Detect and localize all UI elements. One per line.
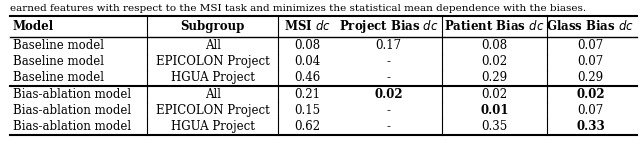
Text: -: -: [387, 120, 391, 133]
Text: 0.46: 0.46: [294, 71, 321, 84]
Text: Subgroup: Subgroup: [180, 20, 245, 33]
Text: 0.21: 0.21: [294, 88, 320, 101]
Text: 0.07: 0.07: [577, 39, 604, 52]
Text: Glass Bias $\it{dc}$: Glass Bias $\it{dc}$: [547, 19, 634, 33]
Text: 0.35: 0.35: [481, 120, 508, 133]
Text: Bias-ablation model: Bias-ablation model: [13, 104, 131, 117]
Text: Baseline model: Baseline model: [13, 55, 104, 68]
Text: 0.02: 0.02: [481, 88, 508, 101]
Text: 0.01: 0.01: [480, 104, 509, 117]
Text: EPICOLON Project: EPICOLON Project: [156, 104, 269, 117]
Text: 0.02: 0.02: [481, 55, 508, 68]
Text: 0.04: 0.04: [294, 55, 321, 68]
Text: 0.08: 0.08: [294, 39, 320, 52]
Text: Model: Model: [13, 20, 54, 33]
Text: Bias-ablation model: Bias-ablation model: [13, 88, 131, 101]
Text: All: All: [205, 88, 221, 101]
Text: 0.62: 0.62: [294, 120, 320, 133]
Text: -: -: [387, 104, 391, 117]
Text: MSI $\it{dc}$: MSI $\it{dc}$: [284, 19, 331, 33]
Text: HGUA Project: HGUA Project: [171, 120, 255, 133]
Text: -: -: [387, 71, 391, 84]
Text: 0.29: 0.29: [481, 71, 508, 84]
Text: HGUA Project: HGUA Project: [171, 71, 255, 84]
Text: All: All: [205, 39, 221, 52]
Text: Baseline model: Baseline model: [13, 39, 104, 52]
Text: 0.33: 0.33: [576, 120, 605, 133]
Text: 0.02: 0.02: [576, 88, 605, 101]
Text: 0.29: 0.29: [577, 71, 604, 84]
Text: 0.15: 0.15: [294, 104, 320, 117]
Text: 0.17: 0.17: [376, 39, 402, 52]
Text: 0.07: 0.07: [577, 104, 604, 117]
Text: Baseline model: Baseline model: [13, 71, 104, 84]
Text: Bias-ablation model: Bias-ablation model: [13, 120, 131, 133]
Text: earned features with respect to the MSI task and minimizes the statistical mean : earned features with respect to the MSI …: [10, 4, 586, 13]
Text: EPICOLON Project: EPICOLON Project: [156, 55, 269, 68]
Text: Patient Bias $\it{dc}$: Patient Bias $\it{dc}$: [444, 19, 545, 33]
Text: -: -: [387, 55, 391, 68]
Text: 0.02: 0.02: [374, 88, 403, 101]
Text: 0.08: 0.08: [481, 39, 508, 52]
Text: 0.07: 0.07: [577, 55, 604, 68]
Text: Project Bias $\it{dc}$: Project Bias $\it{dc}$: [339, 18, 438, 35]
